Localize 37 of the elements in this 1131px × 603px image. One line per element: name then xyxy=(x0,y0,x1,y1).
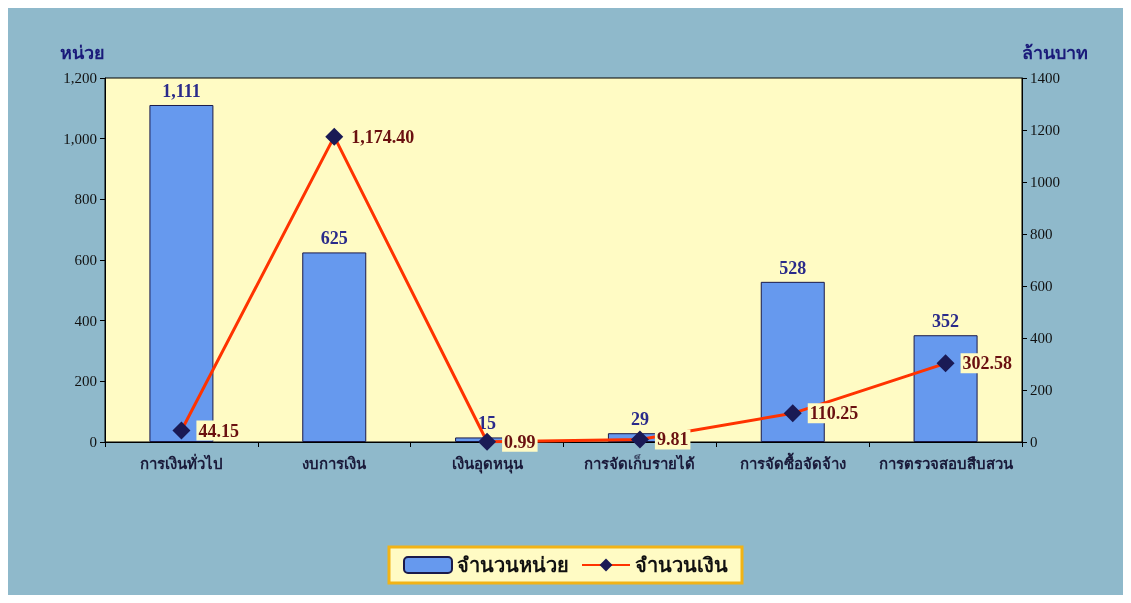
x-tick-label: การจัดซื้อจัดจ้าง xyxy=(739,451,846,472)
x-tick-label: งบการเงิน xyxy=(302,454,368,472)
data-label: 44.15 xyxy=(198,420,239,441)
y-tick-label: 800 xyxy=(74,191,97,208)
y2-tick-label: 1000 xyxy=(1030,174,1060,190)
legend-label: จำนวนหน่วย xyxy=(457,554,569,576)
data-label: 625 xyxy=(320,228,348,249)
y-tick-label: 400 xyxy=(74,312,97,329)
y-tick-label: 1,200 xyxy=(63,70,97,86)
data-label: 9.81 xyxy=(656,429,689,450)
y2-tick-label: 200 xyxy=(1030,382,1053,398)
y2-tick-label: 1200 xyxy=(1030,122,1060,138)
x-tick-label: เงินอุดหนุน xyxy=(451,454,524,474)
y-tick-label: 0 xyxy=(89,434,97,450)
data-label: 15 xyxy=(478,413,497,434)
x-tick-label: การจัดเก็บรายได้ xyxy=(584,453,696,472)
x-tick-label: การตรวจสอบสืบสวน xyxy=(878,455,1014,472)
data-label: 110.25 xyxy=(809,403,859,424)
data-label: 352 xyxy=(932,311,960,332)
data-label: 302.58 xyxy=(962,353,1013,374)
y-tick-label: 200 xyxy=(74,373,97,390)
y2-tick-label: 800 xyxy=(1030,226,1053,242)
data-label: 1,111 xyxy=(162,81,201,101)
y-tick-label: 1,000 xyxy=(63,130,97,147)
y2-tick-label: 1400 xyxy=(1030,70,1060,86)
y-axis-title: หน่วย xyxy=(60,43,105,63)
data-label: 1,174.40 xyxy=(351,126,415,147)
y2-tick-label: 0 xyxy=(1030,434,1038,450)
legend-label: จำนวนเงิน xyxy=(635,554,728,576)
x-tick-label: การเงินทั่วไป xyxy=(139,452,223,472)
data-label: 29 xyxy=(630,409,649,430)
y-tick-label: 600 xyxy=(74,252,97,268)
y2-tick-label: 400 xyxy=(1030,330,1053,346)
data-label: 0.99 xyxy=(504,431,536,452)
y2-axis-title: ล้านบาท xyxy=(1022,43,1088,63)
data-label: 528 xyxy=(779,257,807,278)
y2-tick-label: 600 xyxy=(1030,278,1053,294)
